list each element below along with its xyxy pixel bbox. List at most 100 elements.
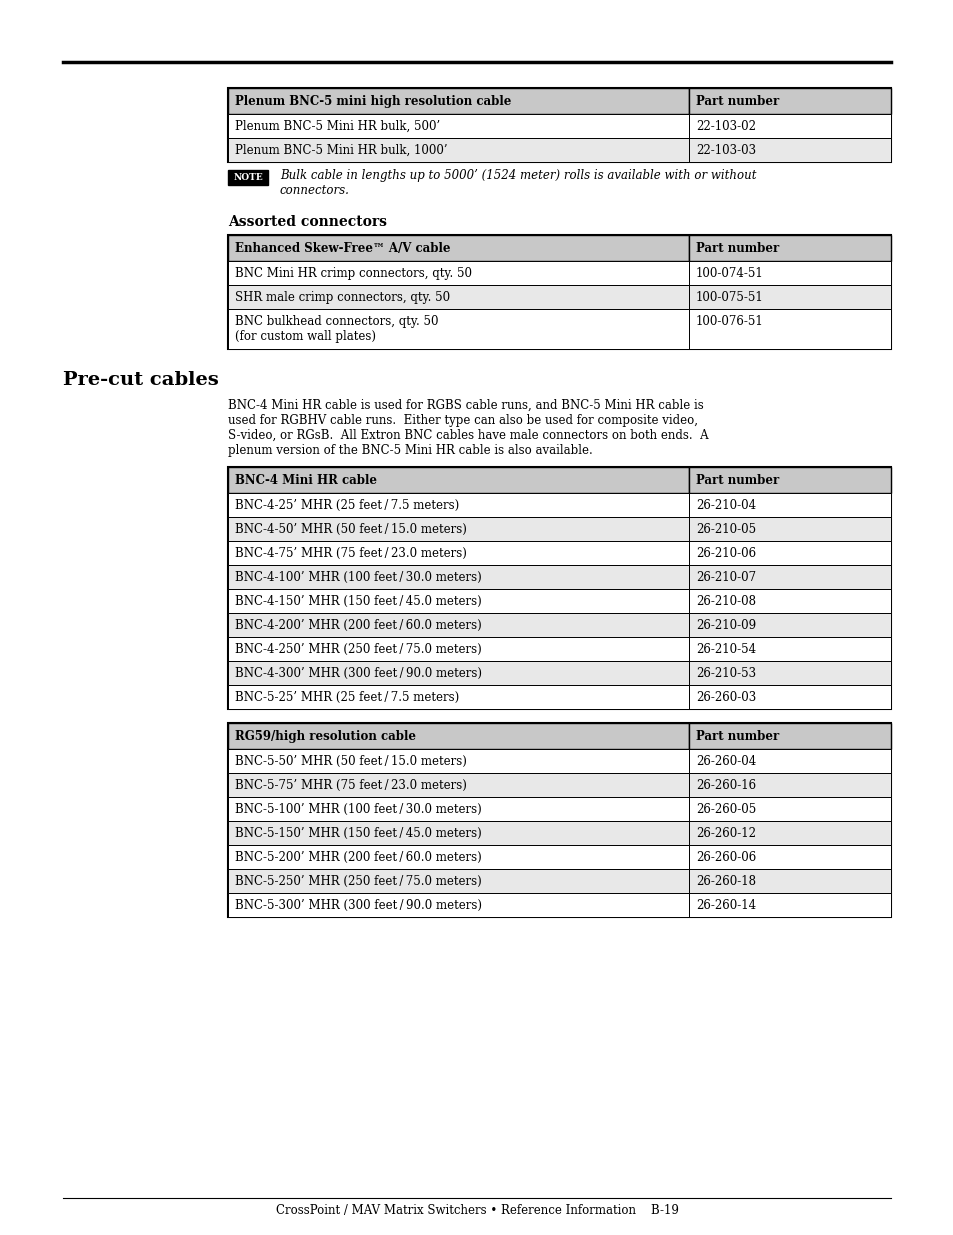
Bar: [228, 114, 688, 138]
Text: Pre-cut cables: Pre-cut cables: [63, 370, 218, 389]
Bar: [688, 541, 890, 564]
Text: Part number: Part number: [695, 730, 779, 743]
Text: Part number: Part number: [695, 95, 779, 107]
Bar: [228, 467, 890, 709]
Text: BNC-5-75’ MHR (75 feet / 23.0 meters): BNC-5-75’ MHR (75 feet / 23.0 meters): [234, 779, 466, 792]
Bar: [228, 661, 688, 685]
Text: BNC bulkhead connectors, qty. 50
(for custom wall plates): BNC bulkhead connectors, qty. 50 (for cu…: [234, 315, 438, 343]
Bar: [228, 170, 268, 185]
Bar: [228, 722, 890, 918]
Bar: [228, 748, 688, 773]
Bar: [228, 637, 688, 661]
Text: BNC-4-75’ MHR (75 feet / 23.0 meters): BNC-4-75’ MHR (75 feet / 23.0 meters): [234, 547, 466, 559]
Bar: [688, 773, 890, 797]
Text: Assorted connectors: Assorted connectors: [228, 215, 387, 228]
Bar: [228, 685, 688, 709]
Bar: [228, 773, 688, 797]
Text: BNC-4-25’ MHR (25 feet / 7.5 meters): BNC-4-25’ MHR (25 feet / 7.5 meters): [234, 499, 458, 513]
Bar: [688, 893, 890, 918]
Text: 26-260-05: 26-260-05: [695, 803, 755, 816]
Text: 26-260-16: 26-260-16: [695, 779, 755, 792]
Text: BNC-5-50’ MHR (50 feet / 15.0 meters): BNC-5-50’ MHR (50 feet / 15.0 meters): [234, 755, 466, 768]
Text: BNC-5-150’ MHR (150 feet / 45.0 meters): BNC-5-150’ MHR (150 feet / 45.0 meters): [234, 827, 481, 840]
Bar: [688, 797, 890, 821]
Bar: [228, 88, 688, 114]
Text: 26-260-14: 26-260-14: [695, 899, 755, 911]
Text: 26-260-06: 26-260-06: [695, 851, 755, 864]
Text: BNC-5-100’ MHR (100 feet / 30.0 meters): BNC-5-100’ MHR (100 feet / 30.0 meters): [234, 803, 481, 816]
Bar: [688, 309, 890, 350]
Text: 26-260-03: 26-260-03: [695, 692, 755, 704]
Bar: [688, 613, 890, 637]
Bar: [688, 261, 890, 285]
Bar: [228, 541, 688, 564]
Text: 26-210-54: 26-210-54: [695, 643, 755, 656]
Bar: [688, 285, 890, 309]
Bar: [228, 564, 688, 589]
Text: 26-210-53: 26-210-53: [695, 667, 755, 680]
Text: BNC-4 Mini HR cable is used for RGBS cable runs, and BNC-5 Mini HR cable is
used: BNC-4 Mini HR cable is used for RGBS cab…: [228, 399, 708, 457]
Text: Part number: Part number: [695, 474, 779, 487]
Text: 22-103-03: 22-103-03: [695, 144, 755, 157]
Bar: [688, 493, 890, 517]
Text: BNC-4-50’ MHR (50 feet / 15.0 meters): BNC-4-50’ MHR (50 feet / 15.0 meters): [234, 522, 466, 536]
Text: BNC Mini HR crimp connectors, qty. 50: BNC Mini HR crimp connectors, qty. 50: [234, 267, 472, 280]
Bar: [688, 467, 890, 493]
Text: BNC-4-300’ MHR (300 feet / 90.0 meters): BNC-4-300’ MHR (300 feet / 90.0 meters): [234, 667, 481, 680]
Bar: [228, 88, 890, 162]
Text: BNC-4-200’ MHR (200 feet / 60.0 meters): BNC-4-200’ MHR (200 feet / 60.0 meters): [234, 619, 481, 632]
Bar: [688, 722, 890, 748]
Text: 26-210-05: 26-210-05: [695, 522, 755, 536]
Bar: [228, 613, 688, 637]
Bar: [688, 661, 890, 685]
Text: NOTE: NOTE: [233, 173, 263, 182]
Bar: [688, 869, 890, 893]
Text: 26-210-06: 26-210-06: [695, 547, 755, 559]
Bar: [688, 748, 890, 773]
Bar: [228, 235, 890, 350]
Text: RG59/high resolution cable: RG59/high resolution cable: [234, 730, 416, 743]
Text: Bulk cable in lengths up to 5000’ (1524 meter) rolls is available with or withou: Bulk cable in lengths up to 5000’ (1524 …: [280, 169, 756, 198]
Text: 26-210-09: 26-210-09: [695, 619, 755, 632]
Text: 26-210-08: 26-210-08: [695, 595, 755, 608]
Bar: [228, 722, 688, 748]
Text: BNC-4-250’ MHR (250 feet / 75.0 meters): BNC-4-250’ MHR (250 feet / 75.0 meters): [234, 643, 481, 656]
Bar: [228, 845, 688, 869]
Bar: [688, 564, 890, 589]
Bar: [228, 797, 688, 821]
Text: BNC-5-300’ MHR (300 feet / 90.0 meters): BNC-5-300’ MHR (300 feet / 90.0 meters): [234, 899, 481, 911]
Bar: [228, 893, 688, 918]
Text: SHR male crimp connectors, qty. 50: SHR male crimp connectors, qty. 50: [234, 291, 450, 304]
Text: 100-075-51: 100-075-51: [695, 291, 762, 304]
Text: 26-210-04: 26-210-04: [695, 499, 755, 513]
Text: BNC-5-25’ MHR (25 feet / 7.5 meters): BNC-5-25’ MHR (25 feet / 7.5 meters): [234, 692, 458, 704]
Bar: [228, 309, 688, 350]
Bar: [688, 517, 890, 541]
Text: Plenum BNC-5 Mini HR bulk, 1000’: Plenum BNC-5 Mini HR bulk, 1000’: [234, 144, 447, 157]
Bar: [228, 235, 688, 261]
Text: Enhanced Skew-Free™ A/V cable: Enhanced Skew-Free™ A/V cable: [234, 242, 450, 254]
Text: 100-076-51: 100-076-51: [695, 315, 762, 329]
Bar: [688, 845, 890, 869]
Text: BNC-5-250’ MHR (250 feet / 75.0 meters): BNC-5-250’ MHR (250 feet / 75.0 meters): [234, 876, 481, 888]
Bar: [228, 467, 688, 493]
Text: Plenum BNC-5 mini high resolution cable: Plenum BNC-5 mini high resolution cable: [234, 95, 511, 107]
Text: 22-103-02: 22-103-02: [695, 120, 755, 133]
Text: 100-074-51: 100-074-51: [695, 267, 762, 280]
Text: 26-260-18: 26-260-18: [695, 876, 755, 888]
Text: 26-260-12: 26-260-12: [695, 827, 755, 840]
Bar: [688, 235, 890, 261]
Bar: [228, 869, 688, 893]
Bar: [228, 261, 688, 285]
Text: 26-260-04: 26-260-04: [695, 755, 755, 768]
Text: BNC-4-150’ MHR (150 feet / 45.0 meters): BNC-4-150’ MHR (150 feet / 45.0 meters): [234, 595, 481, 608]
Bar: [688, 589, 890, 613]
Bar: [688, 88, 890, 114]
Bar: [688, 637, 890, 661]
Bar: [228, 821, 688, 845]
Text: BNC-4-100’ MHR (100 feet / 30.0 meters): BNC-4-100’ MHR (100 feet / 30.0 meters): [234, 571, 481, 584]
Bar: [228, 138, 688, 162]
Text: Plenum BNC-5 Mini HR bulk, 500’: Plenum BNC-5 Mini HR bulk, 500’: [234, 120, 439, 133]
Bar: [688, 114, 890, 138]
Bar: [228, 285, 688, 309]
